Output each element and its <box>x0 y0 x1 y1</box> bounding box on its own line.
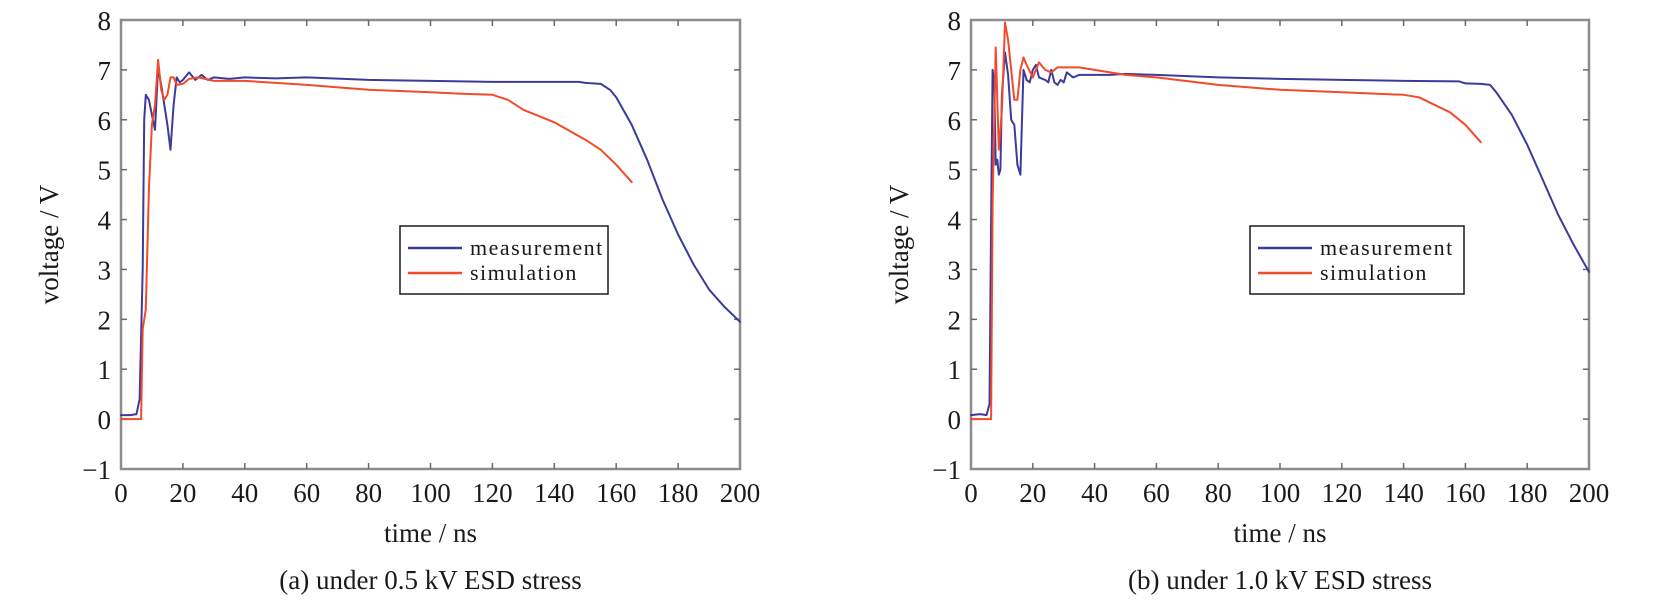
y-tick-label: 1 <box>948 355 962 385</box>
legend-label: measurement <box>1320 235 1454 260</box>
figure-caption: (b) under 1.0 kV ESD stress <box>1128 565 1432 595</box>
x-tick-label: 200 <box>1569 478 1610 508</box>
x-tick-label: 40 <box>1081 478 1108 508</box>
y-tick-label: 4 <box>948 206 962 236</box>
x-tick-label: 100 <box>1260 478 1301 508</box>
legend-label: measurement <box>470 235 604 260</box>
y-tick-label: −1 <box>82 455 111 485</box>
y-tick-label: 3 <box>948 255 962 285</box>
y-tick-label: 4 <box>98 206 112 236</box>
x-tick-label: 80 <box>355 478 382 508</box>
y-tick-label: −1 <box>932 455 961 485</box>
x-tick-label: 140 <box>534 478 575 508</box>
y-tick-label: 2 <box>948 305 962 335</box>
x-tick-label: 100 <box>410 478 451 508</box>
x-tick-label: 0 <box>964 478 978 508</box>
x-tick-label: 60 <box>293 478 320 508</box>
legend-box <box>1249 225 1465 295</box>
y-axis-title: voltage / V <box>884 184 914 304</box>
y-tick-label: 2 <box>98 305 112 335</box>
y-tick-label: 5 <box>98 156 112 186</box>
y-tick-label: 8 <box>98 6 112 36</box>
y-tick-label: 7 <box>98 56 112 86</box>
x-axis-title: time / ns <box>1234 518 1327 548</box>
x-tick-label: 40 <box>231 478 258 508</box>
legend-label: simulation <box>470 260 578 285</box>
x-tick-label: 180 <box>658 478 699 508</box>
x-tick-label: 180 <box>1507 478 1548 508</box>
x-tick-label: 120 <box>1322 478 1363 508</box>
series-line-simulation <box>120 58 633 421</box>
x-tick-label: 60 <box>1143 478 1170 508</box>
x-tick-label: 120 <box>472 478 513 508</box>
y-tick-label: 1 <box>98 355 112 385</box>
x-tick-label: 80 <box>1205 478 1232 508</box>
panel-a: 0 20 40 60 80 100 120 140 160 180 200−1012345678me… <box>34 6 760 595</box>
y-tick-label: 0 <box>98 405 112 435</box>
y-tick-label: 6 <box>948 106 962 136</box>
series-line-simulation <box>970 21 1482 421</box>
y-tick-label: 7 <box>948 56 962 86</box>
x-tick-label: 200 <box>720 478 761 508</box>
y-axis-title: voltage / V <box>34 184 64 304</box>
y-tick-label: 0 <box>948 405 962 435</box>
x-tick-label: 160 <box>596 478 637 508</box>
x-tick-label: 20 <box>169 478 196 508</box>
y-tick-label: 5 <box>948 156 962 186</box>
x-tick-label: 140 <box>1383 478 1424 508</box>
series-line-measurement <box>970 51 1590 417</box>
x-tick-label: 0 <box>114 478 128 508</box>
y-tick-label: 3 <box>98 255 112 285</box>
y-tick-label: 8 <box>948 6 962 36</box>
y-tick-label: 6 <box>98 106 112 136</box>
figure-caption: (a) under 0.5 kV ESD stress <box>279 565 581 595</box>
panel-b: 0 20 40 60 80 100 120 140 160 180 200−1012345678me… <box>884 6 1609 595</box>
x-tick-label: 160 <box>1445 478 1486 508</box>
legend-box <box>399 225 609 295</box>
legend-label: simulation <box>1320 260 1428 285</box>
x-axis-title: time / ns <box>384 518 477 548</box>
x-tick-label: 20 <box>1019 478 1046 508</box>
